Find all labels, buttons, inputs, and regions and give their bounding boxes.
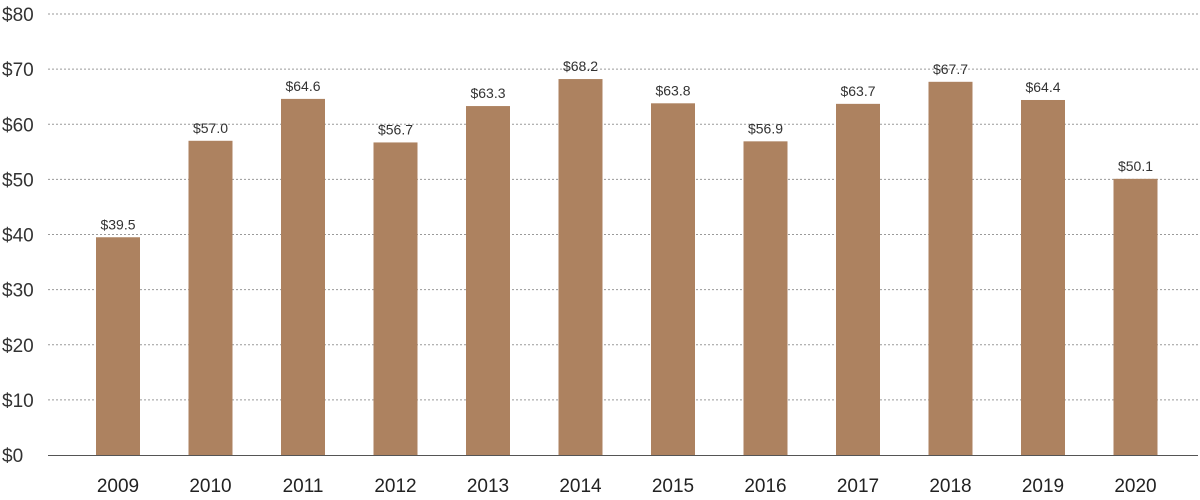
data-label-2015: $63.8 [655, 82, 690, 98]
bar-2017 [836, 103, 880, 455]
x-tick-label-2012: 2012 [374, 476, 416, 497]
data-label-2013: $63.3 [470, 85, 505, 101]
y-tick-label: $0 [2, 446, 23, 467]
x-tick-label-2011: 2011 [283, 476, 324, 497]
y-tick-label: $30 [2, 281, 34, 302]
bars [96, 79, 1158, 456]
data-label-2009: $39.5 [100, 216, 135, 232]
y-tick-label: $50 [2, 170, 34, 191]
x-tick-label-2013: 2013 [467, 476, 509, 497]
data-label-2016: $56.9 [748, 120, 783, 136]
bar-2015 [651, 103, 695, 456]
x-tick-label-2020: 2020 [1114, 476, 1156, 497]
y-tick-label: $80 [2, 5, 34, 26]
y-tick-label: $10 [2, 391, 34, 412]
x-tick-label-2018: 2018 [929, 476, 971, 497]
x-tick-label-2014: 2014 [559, 476, 602, 497]
x-tick-label-2015: 2015 [652, 476, 694, 497]
data-label-2014: $68.2 [563, 58, 598, 74]
bar-2012 [373, 142, 418, 455]
bar-2014 [558, 79, 603, 456]
data-labels: $39.5 $57.0 $64.6 $56.7 $63.3 $68.2 $63.8 $56.9… [100, 58, 1153, 232]
data-label-2020: $50.1 [1118, 158, 1153, 174]
x-tick-label-2009: 2009 [97, 476, 139, 497]
x-tick-label-2017: 2017 [837, 476, 879, 497]
data-label-2010: $57.0 [193, 120, 228, 136]
y-tick-label: $20 [2, 336, 34, 357]
bar-2009 [96, 237, 140, 455]
y-tick-label: $70 [2, 60, 34, 81]
y-tick-label: $40 [2, 226, 34, 247]
bar-2011 [281, 98, 325, 455]
bar-2019 [1021, 99, 1065, 456]
x-tick-label-2019: 2019 [1022, 476, 1064, 497]
data-label-2012: $56.7 [378, 121, 413, 137]
data-label-2019: $64.4 [1025, 79, 1060, 95]
bar-2020 [1113, 178, 1158, 456]
y-axis-ticks: $0 $10 $20 $30 $40 $50 $60 $70 $80 [2, 5, 34, 467]
x-tick-label-2010: 2010 [189, 476, 231, 497]
data-label-2011: $64.6 [285, 78, 320, 94]
x-tick-label-2016: 2016 [744, 476, 786, 497]
bar-2010 [188, 140, 233, 455]
data-label-2018: $67.7 [933, 61, 968, 77]
x-axis-ticks: 2009 2010 2011 2012 2013 2014 2015 2016 2017 2018… [97, 476, 1157, 497]
bar-2013 [466, 106, 510, 455]
data-label-2017: $63.7 [840, 83, 875, 99]
bar-2016 [743, 141, 788, 455]
y-tick-label: $60 [2, 115, 34, 136]
bar-2018 [928, 81, 973, 456]
